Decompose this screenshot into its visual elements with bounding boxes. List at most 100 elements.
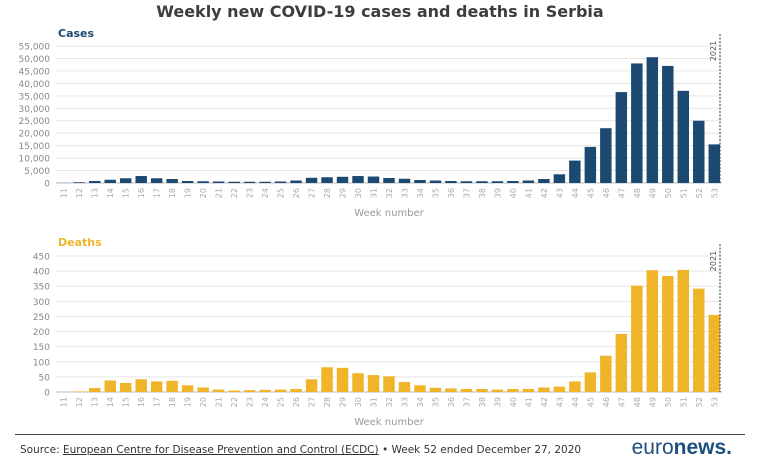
y-tick-label: 250 [33, 313, 50, 323]
x-tick-label: 14 [106, 188, 115, 198]
bar [119, 178, 132, 183]
bar [150, 381, 163, 392]
x-tick-label: 16 [137, 397, 146, 407]
x-tick-label: 12 [75, 397, 84, 407]
y-tick-label: 30,000 [19, 105, 51, 115]
y-tick-label: 150 [33, 343, 50, 353]
bar [708, 144, 720, 183]
x-tick-label: 41 [524, 188, 533, 198]
y-tick-label: 400 [33, 268, 50, 278]
y-tick-label: 0 [44, 180, 50, 190]
x-tick-label: 19 [184, 397, 193, 407]
bar [228, 181, 240, 183]
x-tick-label: 13 [91, 188, 100, 198]
section-title: Deaths [58, 236, 102, 249]
x-tick-label: 48 [633, 397, 642, 407]
x-tick-label: 19 [184, 188, 193, 198]
bar [569, 381, 581, 392]
chart-title: Weekly new COVID-19 cases and deaths in … [156, 2, 604, 21]
bar [445, 181, 457, 183]
x-tick-label: 30 [354, 397, 363, 407]
bar [398, 382, 411, 392]
x-tick-label: 45 [586, 188, 595, 198]
x-tick-label: 42 [540, 188, 549, 198]
bar [693, 120, 705, 183]
x-tick-label: 22 [230, 397, 239, 407]
bar [615, 92, 628, 183]
bar [274, 389, 287, 392]
source-label: Source: [20, 444, 60, 456]
x-tick-label: 18 [168, 397, 177, 407]
x-tick-label: 11 [60, 188, 69, 198]
x-tick-label: 28 [323, 188, 332, 198]
bar [259, 181, 271, 183]
x-tick-label: 28 [323, 397, 332, 407]
source-link[interactable]: European Centre for Disease Prevention a… [62, 444, 379, 456]
bar [336, 367, 349, 392]
bar [88, 388, 101, 392]
bar [228, 390, 240, 392]
x-tick-label: 22 [230, 188, 239, 198]
x-tick-label: 52 [695, 397, 704, 407]
bar [646, 57, 659, 183]
bar [445, 388, 457, 392]
x-tick-label: 40 [509, 188, 518, 198]
x-tick-label: 16 [137, 188, 146, 198]
bar [414, 385, 426, 392]
x-tick-label: 33 [400, 188, 409, 198]
x-tick-label: 51 [679, 397, 688, 407]
x-tick-label: 27 [308, 397, 317, 407]
bar [476, 181, 488, 183]
bar [677, 269, 690, 392]
bar [460, 181, 473, 183]
bar [584, 372, 597, 392]
x-tick-label: 23 [246, 188, 255, 198]
bar [243, 390, 256, 392]
x-tick-label: 39 [493, 188, 502, 198]
x-tick-label: 45 [586, 397, 595, 407]
y-tick-label: 50,000 [19, 55, 51, 65]
bar [383, 178, 395, 183]
bar [290, 180, 302, 183]
x-tick-label: 25 [277, 397, 286, 407]
y-tick-label: 300 [33, 298, 50, 308]
bar [383, 376, 395, 392]
y-tick-label: 55,000 [19, 43, 51, 53]
x-tick-label: 21 [215, 397, 224, 407]
bar [615, 333, 628, 392]
bar [631, 285, 643, 392]
bar [73, 391, 85, 392]
section-title: Cases [58, 27, 95, 40]
x-tick-label: 41 [524, 397, 533, 407]
x-tick-label: 43 [555, 397, 564, 407]
year-marker-label: 2021 [709, 41, 718, 61]
x-tick-label: 34 [416, 397, 425, 407]
x-tick-label: 11 [60, 397, 69, 407]
bar [321, 367, 333, 392]
y-tick-label: 5,000 [24, 167, 50, 177]
bar [305, 379, 318, 392]
x-tick-label: 26 [292, 397, 301, 407]
bar [677, 90, 690, 183]
x-tick-label: 53 [710, 397, 719, 407]
bar [367, 375, 380, 392]
x-tick-label: 49 [648, 397, 657, 407]
x-tick-label: 14 [106, 397, 115, 407]
bar [662, 65, 674, 183]
y-tick-label: 0 [44, 389, 50, 399]
bar [507, 388, 519, 392]
bar [336, 176, 349, 183]
bar [600, 128, 612, 183]
bar [538, 179, 550, 183]
bar [631, 63, 643, 183]
bar [646, 270, 659, 392]
y-tick-label: 450 [33, 253, 50, 263]
x-tick-label: 38 [478, 397, 487, 407]
x-tick-label: 13 [91, 397, 100, 407]
bar [584, 146, 597, 183]
bar [274, 181, 287, 183]
bar [104, 179, 116, 183]
x-axis-label: Week number [354, 208, 424, 219]
x-tick-label: 47 [617, 397, 626, 407]
x-tick-label: 35 [431, 188, 440, 198]
